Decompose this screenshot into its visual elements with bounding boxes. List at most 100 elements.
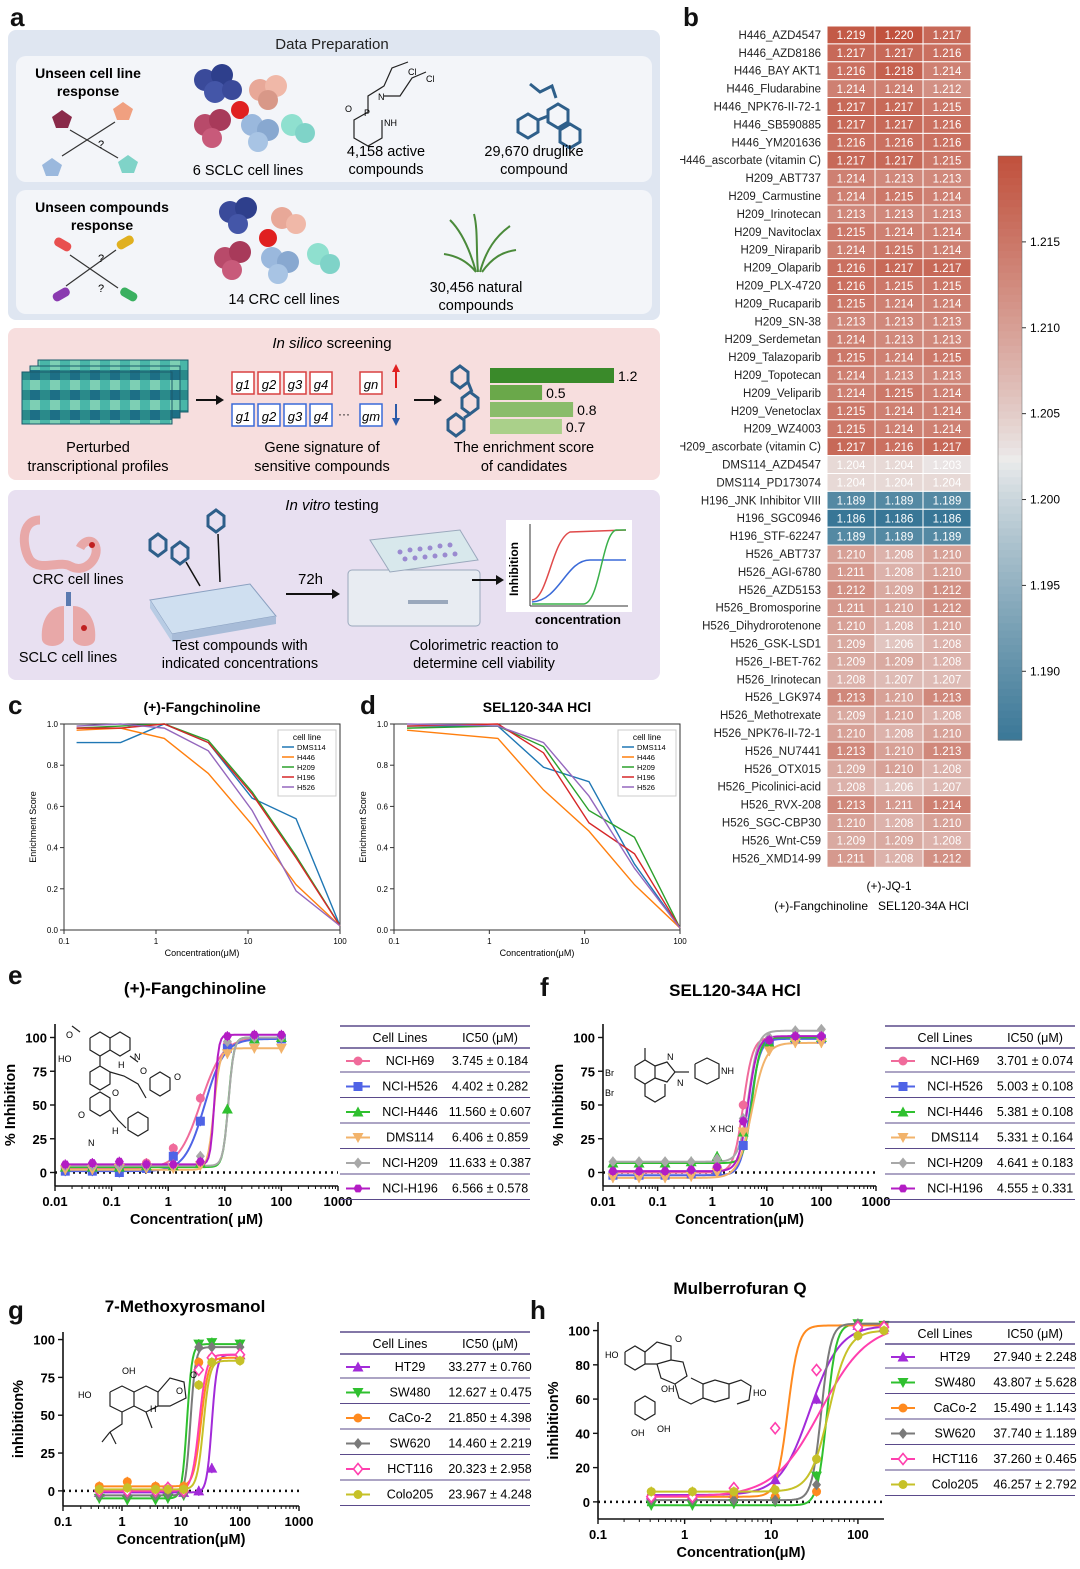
data-point	[249, 1030, 259, 1039]
table-swatch-marker	[898, 1056, 908, 1066]
heatmap-cell-value: 1.186	[885, 514, 914, 526]
legend-entry: H446	[297, 753, 315, 762]
x-axis-label: Concentration(μM)	[500, 948, 575, 958]
table-row-cell-line: CaCo-2	[388, 1411, 431, 1425]
heatmap-cell-value: 1.215	[837, 227, 866, 239]
heatmap-row-label: H526_Irinotecan	[737, 674, 821, 686]
colorbar-tick-label: 1.205	[1030, 407, 1060, 421]
panel-a-schematic: Data Preparation Unseen cell line respon…	[8, 30, 660, 680]
heatmap-cell-value: 1.217	[837, 102, 866, 114]
table-swatch-marker	[898, 1480, 908, 1489]
heatmap-cell-value: 1.217	[837, 442, 866, 454]
colorbar-segment	[998, 258, 1022, 267]
heatmap-cell-value: 1.215	[885, 245, 914, 257]
heatmap-cell-value: 1.220	[885, 30, 914, 42]
heatmap-cell-value: 1.212	[933, 854, 962, 866]
x-axis-label: Concentration(μM)	[675, 1212, 804, 1228]
molecule-icon	[353, 61, 427, 147]
colorbar-segment	[998, 484, 1022, 493]
atom-label: N	[667, 1052, 674, 1062]
heatmap-cell-value: 1.209	[885, 585, 914, 597]
heatmap-cell-value: 1.213	[885, 173, 914, 185]
heatmap-row-label: H526_NPK76-II-72-1	[714, 728, 821, 740]
pill-icon	[52, 235, 138, 302]
y-axis-label: Enrichment Score	[28, 791, 38, 863]
data-point	[711, 1168, 723, 1178]
y-tick-label: 0.4	[47, 844, 59, 853]
table-row-cell-line: DMS114	[931, 1131, 979, 1145]
panel-c-line-chart: (+)-Fangchinoline 0.1 1 10 100 0.0 0.2 0.4 0.6 0.…	[28, 699, 347, 958]
colorbar-segment	[998, 294, 1022, 303]
data-point	[790, 1032, 800, 1041]
heatmap-cell-value: 1.217	[933, 263, 962, 275]
plant-icon	[443, 213, 517, 273]
data-point	[737, 1127, 749, 1138]
y-tick-label: 0	[583, 1495, 590, 1510]
colorbar-segment	[998, 192, 1022, 201]
data-point	[141, 1160, 151, 1169]
data-point	[738, 1117, 748, 1126]
heatmap-cell-value: 1.204	[885, 460, 914, 472]
heatmap-cell-value: 1.214	[933, 227, 962, 239]
y-tick-label: 0.8	[377, 761, 389, 770]
heatmap-cell-value: 1.204	[885, 478, 914, 490]
heatmap-cell-value: 1.209	[837, 836, 866, 848]
colorbar-tick-label: 1.190	[1030, 664, 1060, 678]
fit-curve-ht29	[646, 1325, 889, 1497]
arrow-icon	[185, 561, 201, 587]
colorbar-segment	[998, 177, 1022, 186]
heatmap-cell-value: 1.217	[885, 48, 914, 60]
data-point	[770, 1494, 780, 1506]
heatmap-xlabel-left: (+)-Fangchinoline	[774, 899, 868, 913]
y-tick-label: 75	[581, 1064, 595, 1079]
table-swatch-marker	[897, 1106, 909, 1117]
colorbar-segment	[998, 637, 1022, 646]
data-point	[729, 1494, 739, 1506]
table-row-ic50: 6.566 ± 0.578	[452, 1182, 528, 1196]
heatmap-row-label: H209_ABT737	[746, 173, 821, 185]
heatmap-row-label: H209_Rucaparib	[735, 298, 821, 310]
data-point	[685, 1172, 697, 1183]
heatmap-cell-value: 1.217	[885, 263, 914, 275]
heatmap-cell-value: 1.207	[933, 675, 962, 687]
table-swatch-marker	[353, 1438, 363, 1449]
heatmap-cell-value: 1.215	[885, 191, 914, 203]
heatmap-cell	[922, 848, 972, 868]
atom-label: O	[176, 1386, 183, 1396]
heatmap-cell-value: 1.186	[837, 514, 866, 526]
data-point	[207, 1357, 217, 1367]
legend-entry: H526	[637, 783, 655, 792]
data-point	[645, 1500, 657, 1511]
fit-curve-hct116	[96, 1353, 243, 1492]
heatmap-cell-value: 1.213	[933, 209, 962, 221]
x-tick-label: 100	[847, 1527, 869, 1542]
atom-label: HO	[753, 1388, 767, 1398]
table-row-ic50: 3.701 ± 0.074	[997, 1054, 1073, 1068]
heatmap-cell-value: 1.217	[885, 102, 914, 114]
heatmap-row-label: H209_Topotecan	[734, 370, 821, 382]
table-row-ic50: 4.402 ± 0.282	[452, 1080, 528, 1094]
heatmap-cell-value: 1.208	[933, 836, 962, 848]
colorbar-segment	[998, 586, 1022, 595]
heatmap-cell-value: 1.217	[837, 48, 866, 60]
y-tick-label: 100	[568, 1324, 590, 1339]
in-silico-title: In silico screening	[272, 335, 391, 352]
gene-label: g4	[314, 377, 328, 392]
colorbar-tick-label: 1.195	[1030, 578, 1060, 592]
colorbar-segment	[998, 652, 1022, 661]
chart-title: (+)-Fangchinoline	[124, 979, 266, 998]
arrow-icon	[69, 129, 119, 159]
colorbar-segment	[998, 309, 1022, 318]
panel-label-h: h	[530, 1295, 546, 1325]
table-row-ic50: 11.560 ± 0.607	[449, 1105, 531, 1119]
table-row-ic50: 43.807 ± 5.628	[993, 1376, 1076, 1390]
unseen-cell-box	[16, 56, 652, 182]
table-row-cell-line: NCI-H526	[382, 1080, 438, 1094]
y-axis-label: % Inhibition	[551, 1064, 567, 1146]
signature-label-1: Gene signature of	[264, 440, 380, 456]
x-tick-label: 1000	[862, 1194, 891, 1209]
heatmap-cell-value: 1.213	[837, 746, 866, 758]
colorbar-segment	[998, 718, 1022, 726]
colorbar-segment	[998, 229, 1022, 237]
crc-cell-lines-label: CRC cell lines	[32, 572, 123, 588]
